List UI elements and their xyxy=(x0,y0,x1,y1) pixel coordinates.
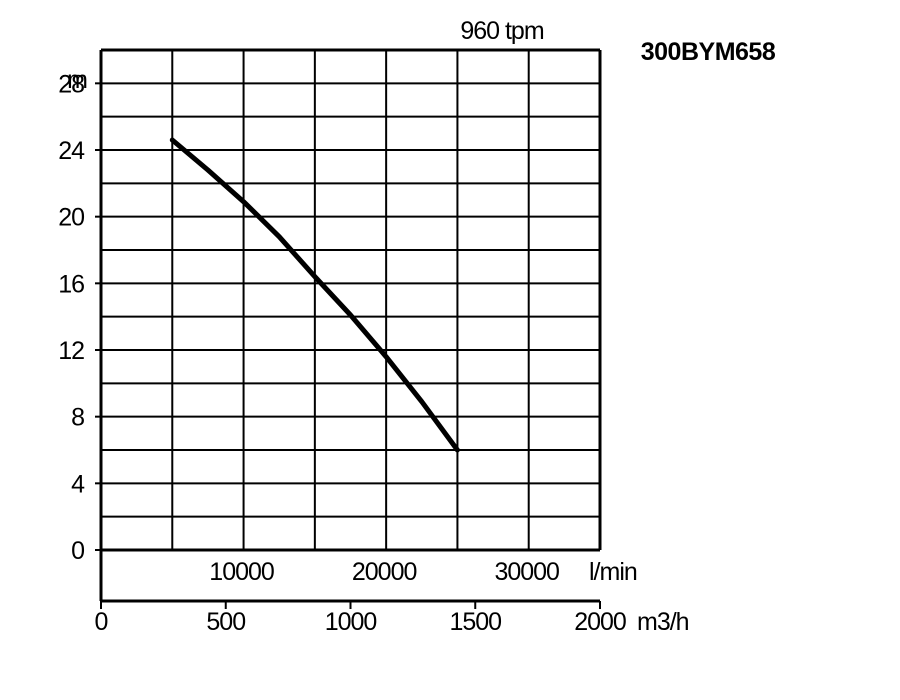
y-tick-label: 28 xyxy=(58,70,84,98)
x-m3h-tick-label: 0 xyxy=(95,608,108,636)
chart-frame xyxy=(95,48,602,609)
x-lmin-tick-label: 10000 xyxy=(209,558,274,586)
grid xyxy=(101,50,600,550)
y-tick-label: 0 xyxy=(71,537,84,565)
x-m3h-tick-label: 500 xyxy=(206,608,245,636)
x-lmin-tick-label: 30000 xyxy=(494,558,559,586)
y-tick-label: 8 xyxy=(71,404,84,432)
labels: 960 tpm 300BYM658 m l/min m3/h 0 4 8 12 16 20… xyxy=(58,17,776,636)
y-tick-label: 16 xyxy=(58,270,84,298)
x-axis-m3h-unit: m3/h xyxy=(637,608,689,636)
x-m3h-tick-label: 1000 xyxy=(325,608,377,636)
pump-head-curve xyxy=(169,137,460,453)
curve-layer xyxy=(169,137,460,453)
y-tick-label: 4 xyxy=(71,470,85,498)
y-tick-label: 24 xyxy=(58,137,85,165)
x-axis-lmin-unit: l/min xyxy=(589,558,637,586)
x-m3h-tick-label: 1500 xyxy=(449,608,501,636)
y-tick-label: 12 xyxy=(58,337,84,365)
speed-label: 960 tpm xyxy=(460,17,544,45)
x-m3h-tick-label: 2000 xyxy=(574,608,626,636)
x-lmin-tick-label: 20000 xyxy=(352,558,417,586)
chart-title: 300BYM658 xyxy=(641,38,776,66)
y-tick-label: 20 xyxy=(58,204,84,232)
y-axis-unit-label: m xyxy=(67,66,87,94)
